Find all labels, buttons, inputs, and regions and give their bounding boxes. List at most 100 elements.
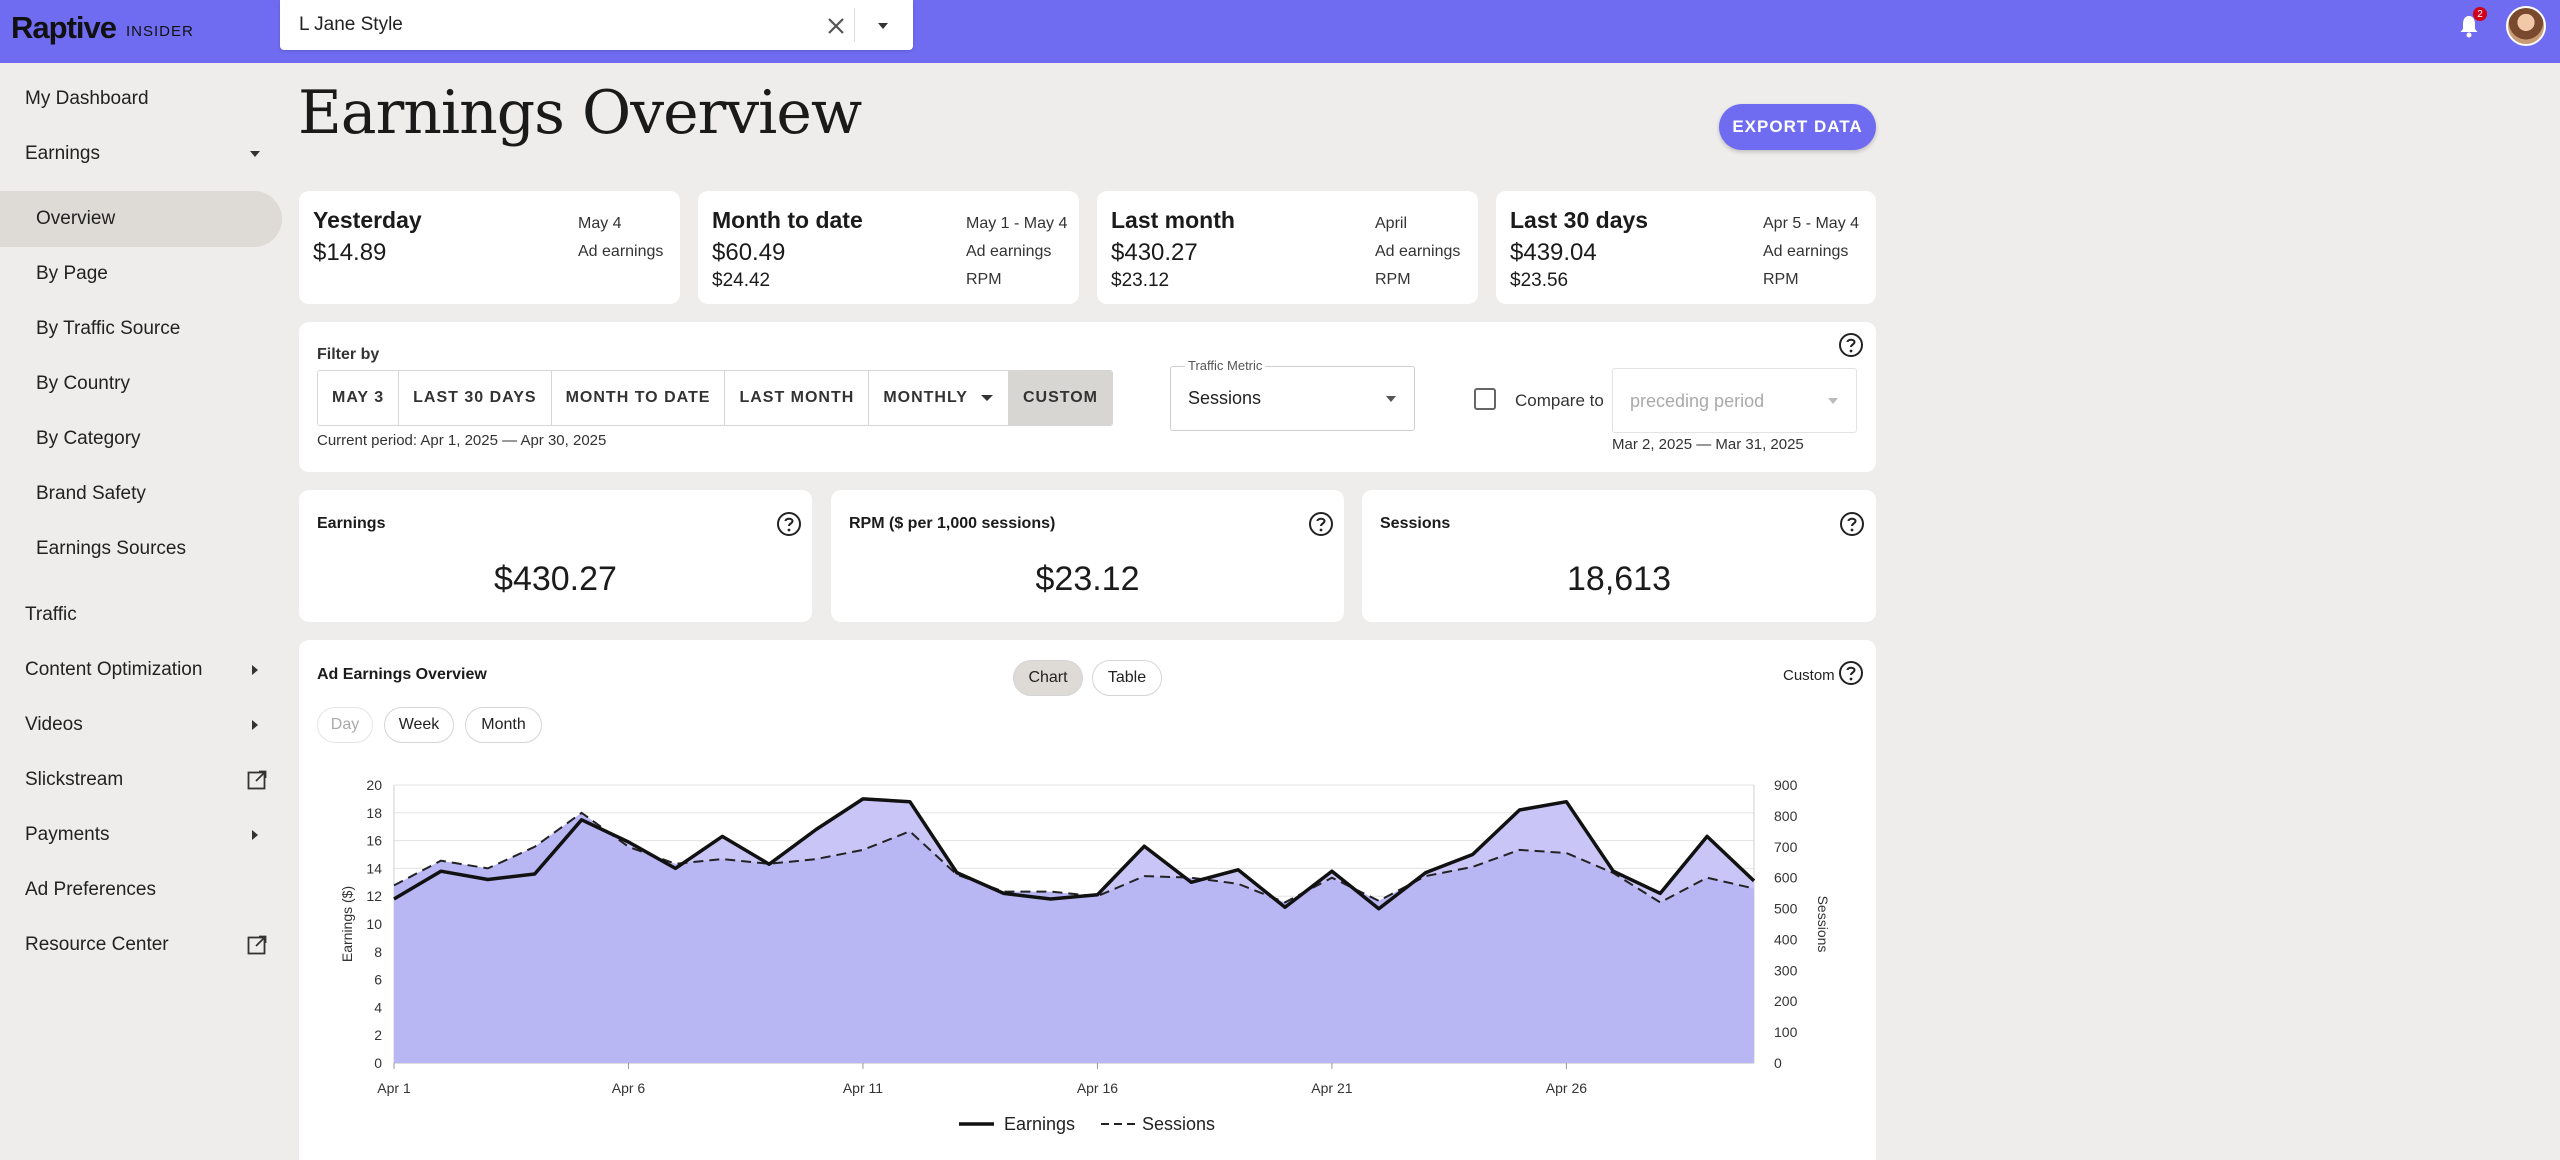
sidebar-item-resource-center[interactable]: Resource Center	[0, 917, 282, 973]
sidebar-item-by-page[interactable]: By Page	[0, 246, 282, 302]
sidebar-item-label: Videos	[25, 714, 83, 735]
chart-legend: Earnings Sessions	[959, 1114, 1215, 1134]
y2-tick-label: 800	[1774, 808, 1798, 824]
chevron-down-icon[interactable]	[865, 8, 901, 44]
chevron-right-icon	[252, 830, 258, 840]
sidebar: My Dashboard Earnings Overview By Page B…	[0, 63, 282, 1151]
sidebar-item-label: Payments	[25, 824, 110, 845]
summary-card-last-month: Last month $430.27 $23.12 April Ad earni…	[1097, 191, 1478, 304]
granularity-week-button[interactable]: Week	[384, 707, 454, 743]
period-filter-group: MAY 3 LAST 30 DAYS MONTH TO DATE LAST MO…	[317, 370, 1113, 426]
sidebar-item-label: Earnings	[25, 143, 100, 164]
earnings-sessions-chart: 0246810121416182001002003004005006007008…	[339, 777, 1831, 1134]
avatar[interactable]	[2506, 6, 2546, 46]
sidebar-item-label: Traffic	[25, 604, 77, 625]
sidebar-item-label: Content Optimization	[25, 659, 203, 680]
sidebar-item-payments[interactable]: Payments	[0, 807, 282, 863]
sidebar-item-content-optimization[interactable]: Content Optimization	[0, 642, 282, 698]
help-icon[interactable]	[776, 511, 802, 537]
sidebar-item-earnings-sources[interactable]: Earnings Sources	[0, 521, 282, 577]
help-icon[interactable]	[1308, 511, 1334, 537]
sessions-line	[393, 811, 1755, 904]
summary-rpm-value: $24.42	[712, 270, 771, 291]
summary-earnings-value: $60.49	[712, 239, 786, 266]
metric-value: $23.12	[1035, 560, 1140, 598]
sidebar-item-label: By Category	[36, 428, 141, 449]
traffic-metric-select[interactable]: Sessions	[1170, 366, 1415, 431]
filter-last-30-days-button[interactable]: LAST 30 DAYS	[399, 371, 552, 425]
sidebar-item-label: By Page	[36, 263, 108, 284]
tab-chart[interactable]: Chart	[1013, 660, 1083, 696]
earnings-line	[393, 797, 1756, 911]
sidebar-item-overview[interactable]: Overview	[0, 191, 282, 247]
bell-icon[interactable]	[2456, 12, 2482, 40]
tab-table[interactable]: Table	[1092, 660, 1162, 696]
site-selector[interactable]: L Jane Style	[280, 0, 913, 50]
filter-last-month-button[interactable]: LAST MONTH	[725, 371, 870, 425]
summary-period: April	[1375, 215, 1408, 232]
summary-card-last-30-days: Last 30 days $439.04 $23.56 Apr 5 - May …	[1496, 191, 1876, 304]
sidebar-item-label: Ad Preferences	[25, 879, 156, 900]
x-tick-label: Apr 21	[1311, 1080, 1352, 1096]
sidebar-item-traffic[interactable]: Traffic	[0, 587, 282, 643]
x-tick-label: Apr 11	[843, 1080, 883, 1096]
filter-panel: Filter by MAY 3 LAST 30 DAYS MONTH TO DA…	[299, 322, 1876, 472]
page-title: Earnings Overview	[298, 78, 862, 148]
legend-earnings-label: Earnings	[1004, 1114, 1075, 1134]
y-tick-label: 4	[374, 999, 382, 1015]
filter-monthly-button[interactable]: MONTHLY	[869, 371, 1009, 425]
filter-custom-button[interactable]: CUSTOM	[1008, 371, 1112, 425]
y-tick-label: 0	[374, 1055, 382, 1071]
external-link-icon	[247, 770, 267, 790]
filter-label: Filter by	[317, 346, 380, 363]
summary-card-yesterday: Yesterday $14.89 May 4 Ad earnings	[299, 191, 680, 304]
granularity-month-button[interactable]: Month	[465, 707, 542, 743]
metric-card-rpm: RPM ($ per 1,000 sessions) $23.12	[831, 490, 1344, 622]
compare-checkbox[interactable]	[1474, 388, 1496, 410]
summary-card-month-to-date: Month to date $60.49 $24.42 May 1 - May …	[698, 191, 1079, 304]
logo-wordmark: Raptive	[11, 10, 117, 45]
summary-earnings-label: Ad earnings	[1763, 243, 1849, 260]
compare-period-select[interactable]: preceding period	[1612, 368, 1857, 433]
help-icon[interactable]	[1839, 511, 1865, 537]
summary-title: Yesterday	[313, 207, 422, 233]
external-link-icon	[247, 935, 267, 955]
help-icon[interactable]	[1838, 332, 1864, 358]
filter-month-to-date-button[interactable]: MONTH TO DATE	[551, 371, 726, 425]
sidebar-item-earnings[interactable]: Earnings	[0, 126, 282, 182]
x-tick-label: Apr 6	[612, 1080, 646, 1096]
summary-earnings-label: Ad earnings	[578, 243, 664, 260]
summary-period: May 1 - May 4	[966, 215, 1068, 232]
sidebar-item-by-traffic-source[interactable]: By Traffic Source	[0, 301, 282, 357]
raptive-logo[interactable]: Raptive INSIDER	[11, 8, 194, 48]
summary-earnings-value: $430.27	[1111, 239, 1198, 266]
sidebar-item-by-category[interactable]: By Category	[0, 411, 282, 467]
sidebar-item-slickstream[interactable]: Slickstream	[0, 752, 282, 808]
export-data-button[interactable]: EXPORT DATA	[1719, 104, 1876, 150]
summary-period: May 4	[578, 215, 622, 232]
sidebar-item-brand-safety[interactable]: Brand Safety	[0, 466, 282, 522]
y2-tick-label: 600	[1774, 870, 1798, 886]
compare-period-placeholder: preceding period	[1630, 391, 1765, 411]
divider	[854, 8, 855, 42]
chevron-right-icon	[252, 720, 258, 730]
metric-value: $430.27	[494, 560, 617, 598]
y2-axis-label: Sessions	[1815, 896, 1831, 953]
granularity-day-button[interactable]: Day	[317, 707, 373, 743]
sidebar-item-videos[interactable]: Videos	[0, 697, 282, 753]
top-bar: Raptive INSIDER L Jane Style 2	[0, 0, 2560, 63]
summary-rpm-value: $23.56	[1510, 270, 1569, 291]
clear-icon[interactable]	[818, 8, 854, 44]
metric-title: RPM ($ per 1,000 sessions)	[849, 515, 1056, 532]
sidebar-item-ad-preferences[interactable]: Ad Preferences	[0, 862, 282, 918]
sidebar-item-by-country[interactable]: By Country	[0, 356, 282, 412]
chevron-down-icon	[1828, 398, 1838, 404]
y-tick-label: 6	[374, 972, 382, 988]
help-icon[interactable]	[1838, 660, 1864, 686]
summary-rpm-label: RPM	[1763, 271, 1799, 288]
filter-may-3-button[interactable]: MAY 3	[318, 371, 400, 425]
x-tick-label: Apr 26	[1546, 1080, 1587, 1096]
summary-title: Last month	[1111, 207, 1235, 233]
traffic-metric-label: Traffic Metric	[1185, 358, 1266, 373]
sidebar-item-my-dashboard[interactable]: My Dashboard	[0, 71, 282, 127]
